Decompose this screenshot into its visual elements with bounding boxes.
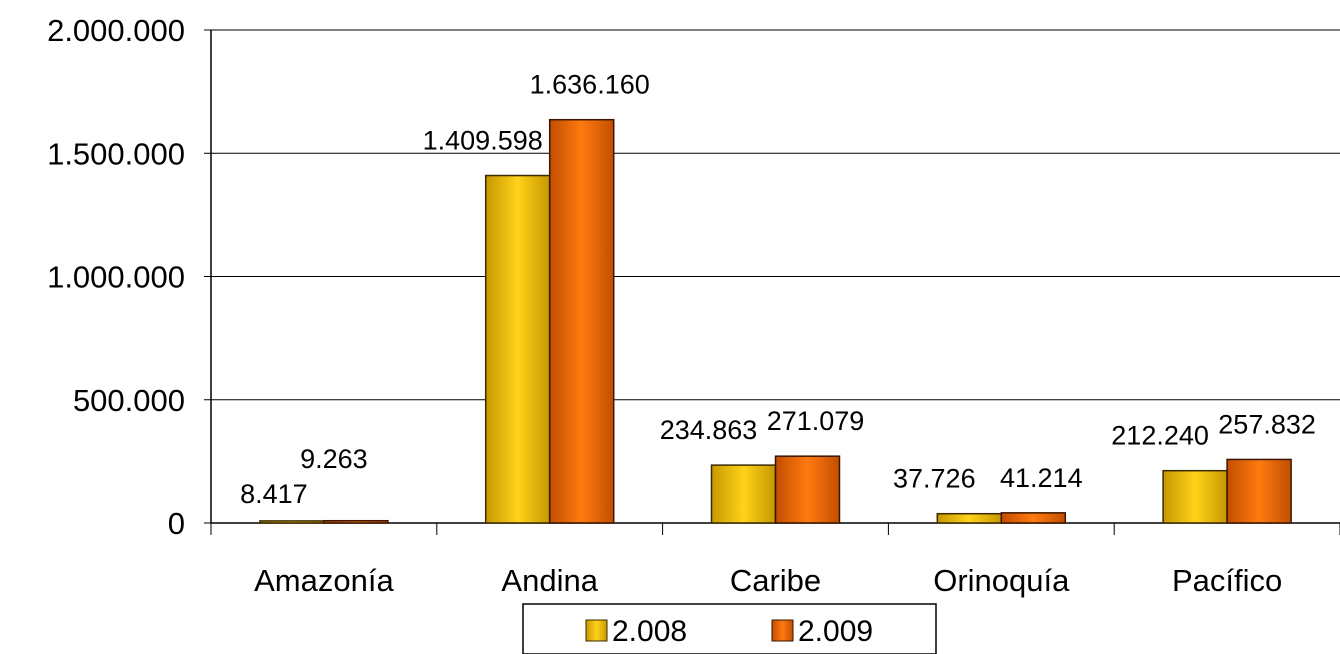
bar-2.008-Amazonía xyxy=(259,520,325,524)
x-tick-label: Pacífico xyxy=(1172,563,1282,598)
bar-2.008-Caribe xyxy=(710,464,777,524)
data-label: 9.263 xyxy=(300,444,368,474)
x-tick-label: Amazonía xyxy=(254,563,394,598)
legend-box xyxy=(522,603,937,654)
y-tick-label: 1.500.000 xyxy=(47,136,185,171)
y-axis: 0 500.000 1.000.000 1.500.000 2.000.000 xyxy=(47,13,212,541)
bar-2.009-Orinoquía xyxy=(1000,512,1067,524)
data-label: 41.214 xyxy=(1000,463,1083,493)
bar-2.008-Orinoquía xyxy=(936,512,1003,524)
bar-2.009-Andina xyxy=(548,118,615,524)
x-tick-label: Andina xyxy=(501,563,598,598)
data-label: 234.863 xyxy=(660,415,758,445)
data-label: 212.240 xyxy=(1111,421,1209,451)
bars xyxy=(259,118,1292,524)
legend: 2.008 2.009 xyxy=(522,603,937,654)
data-label: 271.079 xyxy=(767,406,865,436)
legend-swatch-2009 xyxy=(771,619,794,642)
y-tick-label: 2.000.000 xyxy=(47,13,185,48)
y-tick-label: 0 xyxy=(168,506,185,541)
x-tick-label: Caribe xyxy=(730,563,821,598)
data-label: 1.409.598 xyxy=(423,126,543,156)
x-tick-label: Orinoquía xyxy=(933,563,1070,598)
bar-2.009-Pacífico xyxy=(1226,458,1292,524)
bar-2.008-Pacífico xyxy=(1162,469,1228,524)
gridlines xyxy=(211,29,1340,401)
data-label: 8.417 xyxy=(240,479,308,509)
data-label: 37.726 xyxy=(893,464,976,494)
y-tick-label: 500.000 xyxy=(73,383,185,418)
legend-label-2009: 2.009 xyxy=(798,615,873,648)
bar-2.009-Caribe xyxy=(774,455,841,524)
data-label: 1.636.160 xyxy=(530,70,650,100)
x-axis: Amazonía Andina Caribe Orinoquía Pacífico xyxy=(210,522,1340,598)
legend-label-2008: 2.008 xyxy=(612,615,687,648)
y-tick-label: 1.000.000 xyxy=(47,260,185,295)
bar-2.009-Amazonía xyxy=(323,519,389,524)
legend-swatch-2008 xyxy=(585,619,608,642)
data-labels: 8.417 9.263 1.409.598 1.636.160 234.863 271.0… xyxy=(240,70,1316,509)
bar-2.008-Andina xyxy=(484,174,551,524)
data-label: 257.832 xyxy=(1218,409,1316,439)
